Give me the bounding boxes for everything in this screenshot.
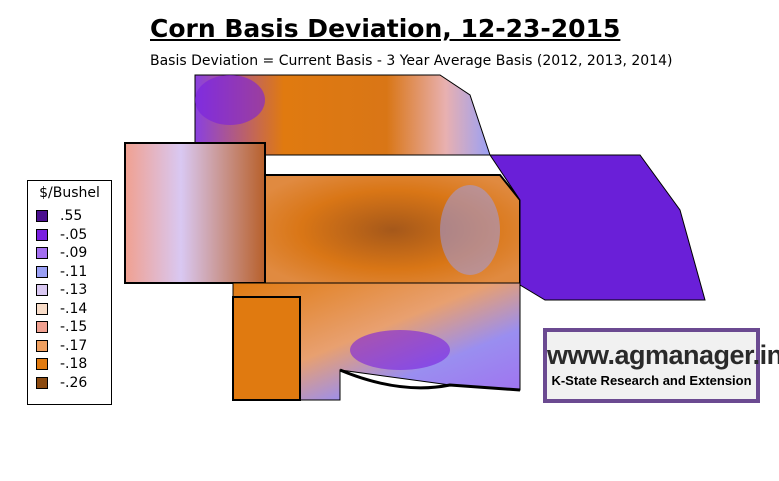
legend-label: -.26 (60, 374, 88, 391)
legend-item: -.11 (28, 263, 111, 282)
legend-title: $/Bushel (39, 185, 100, 201)
legend-swatch (36, 265, 48, 278)
legend-item: -.18 (28, 355, 111, 374)
logo: www.agmanager.info K-State Research and … (543, 328, 779, 403)
legend-item: -.15 (28, 318, 111, 337)
missouri (489, 154, 706, 301)
legend-label: -.11 (60, 263, 88, 280)
legend-item: -.17 (28, 337, 111, 356)
legend-label: -.17 (60, 337, 88, 354)
legend-item: -.05 (28, 226, 111, 245)
legend-item: -.09 (28, 244, 111, 263)
legend-label: -.13 (60, 282, 88, 299)
legend-swatch (36, 376, 48, 389)
subtitle: Basis Deviation = Current Basis - 3 Year… (150, 53, 673, 69)
legend-swatch (36, 228, 48, 241)
legend-label: -.09 (60, 245, 88, 262)
legend-label: .55 (60, 208, 83, 225)
texas-panhandle (232, 296, 301, 401)
legend-item: -.13 (28, 281, 111, 300)
legend-item: -.26 (28, 374, 111, 393)
legend-swatch (36, 247, 48, 260)
legend-swatch (36, 302, 48, 315)
legend-swatch (36, 358, 48, 371)
legend-swatch (36, 210, 48, 223)
legend-label: -.05 (60, 226, 88, 243)
legend-label: -.15 (60, 319, 88, 336)
legend-swatch (36, 339, 48, 352)
legend-item: .55 (28, 207, 111, 226)
title: Corn Basis Deviation, 12-23-2015 (150, 14, 621, 43)
red-river (339, 368, 521, 392)
legend-item: -.14 (28, 300, 111, 319)
logo-org: K-State Research and Extension (551, 373, 752, 388)
legend-label: -.18 (60, 356, 88, 373)
legend-swatch (36, 321, 48, 334)
legend-label: -.14 (60, 300, 88, 317)
legend: $/Bushel .55 -.05 -.09 -.11 -.13 -.14 -.15 -.17… (27, 180, 112, 405)
region (440, 185, 500, 275)
colorado (124, 142, 266, 284)
region (350, 330, 450, 370)
logo-url: www.agmanager.info (547, 340, 779, 370)
region (195, 75, 265, 125)
legend-swatch (36, 284, 48, 297)
